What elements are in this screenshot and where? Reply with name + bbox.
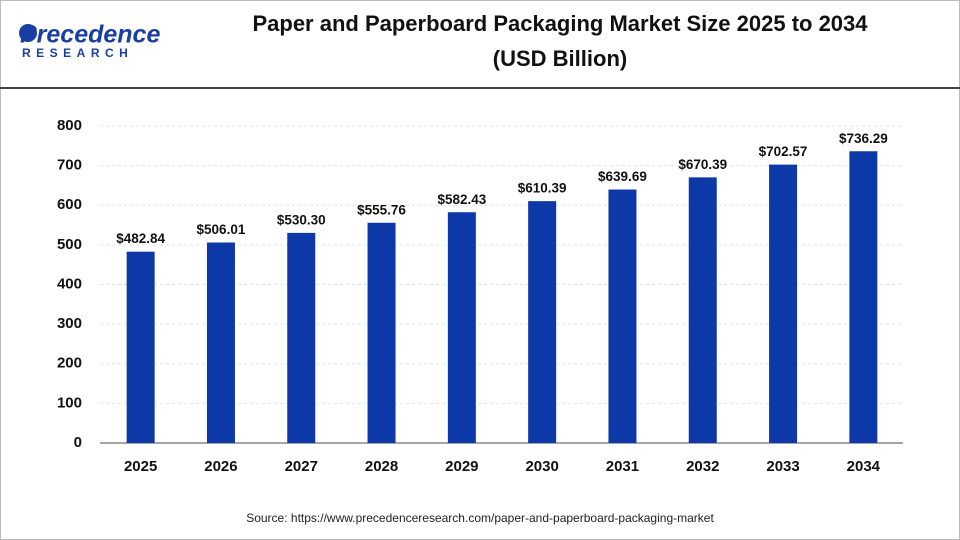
x-tick-label: 2030 xyxy=(525,458,558,475)
chart-subtitle: (USD Billion) xyxy=(493,46,627,71)
x-tick-label: 2034 xyxy=(847,458,881,475)
y-tick-label: 400 xyxy=(57,275,82,292)
value-label: $555.76 xyxy=(357,202,406,217)
x-tick-label: 2027 xyxy=(285,458,318,475)
x-tick-label: 2025 xyxy=(124,458,157,475)
value-label: $610.39 xyxy=(518,181,567,196)
value-label: $482.84 xyxy=(116,231,165,246)
logo: Precedence RESEARCH xyxy=(19,21,160,60)
value-label: $639.69 xyxy=(598,169,647,184)
y-tick-label: 100 xyxy=(57,394,82,411)
y-tick-label: 700 xyxy=(57,157,82,174)
value-label: $530.30 xyxy=(277,212,326,227)
value-label: $670.39 xyxy=(678,157,727,172)
logo-name: Precedence xyxy=(20,21,160,49)
bar xyxy=(206,242,235,443)
logo-tagline: RESEARCH xyxy=(22,46,133,60)
bar xyxy=(608,189,637,443)
source: Source: https://www.precedenceresearch.c… xyxy=(246,511,714,525)
bar xyxy=(367,222,396,443)
y-tick-label: 600 xyxy=(57,196,82,213)
value-label: $506.01 xyxy=(197,222,246,237)
y-tick-label: 500 xyxy=(57,236,82,253)
value-label: $736.29 xyxy=(839,131,888,146)
bar xyxy=(769,164,798,444)
x-tick-label: 2029 xyxy=(445,458,478,475)
chart-title: Paper and Paperboard Packaging Market Si… xyxy=(252,11,868,36)
bar xyxy=(528,201,557,443)
x-tick-label: 2033 xyxy=(766,458,799,475)
bar xyxy=(849,151,878,443)
x-tick-label: 2026 xyxy=(204,458,237,475)
y-tick-label: 300 xyxy=(57,315,82,332)
y-tick-label: 200 xyxy=(57,355,82,372)
logo-icon xyxy=(19,24,37,42)
value-label: $582.43 xyxy=(437,192,486,207)
bar xyxy=(688,177,717,443)
x-tick-label: 2031 xyxy=(606,458,639,475)
value-label: $702.57 xyxy=(759,144,808,159)
x-tick-label: 2032 xyxy=(686,458,719,475)
y-tick-label: 800 xyxy=(57,117,82,134)
bar xyxy=(447,212,476,443)
bar xyxy=(287,232,316,443)
bar xyxy=(126,251,155,443)
x-tick-label: 2028 xyxy=(365,458,398,475)
y-tick-label: 0 xyxy=(74,434,82,451)
